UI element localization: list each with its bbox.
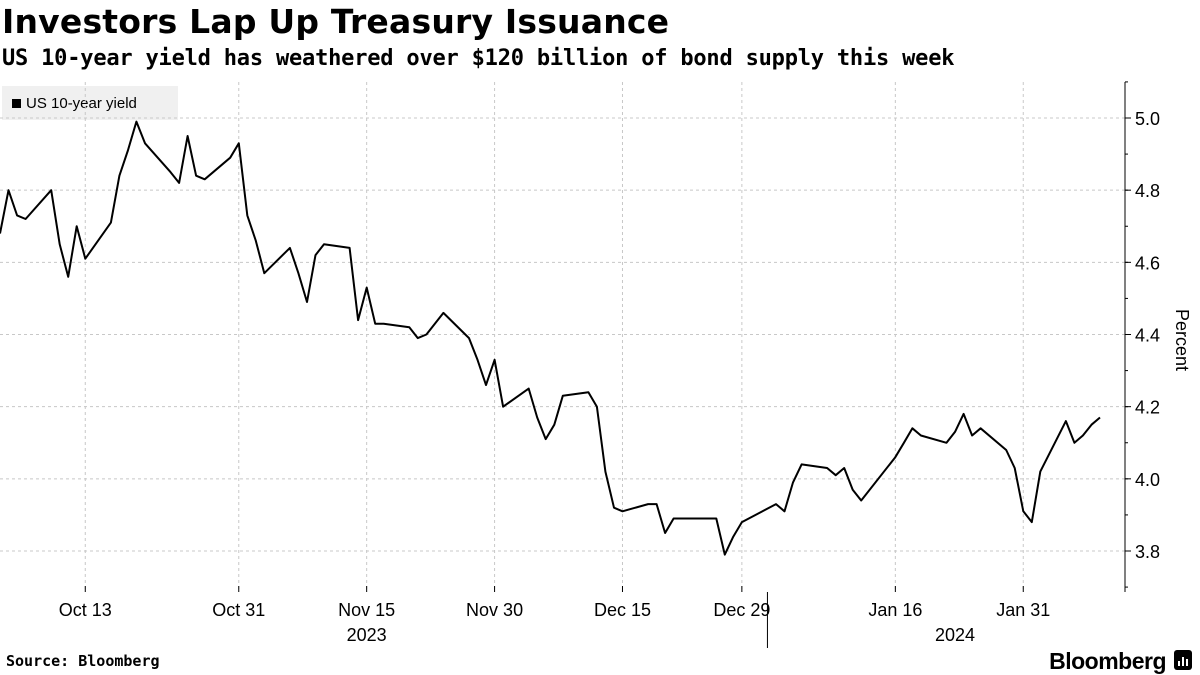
y-tick-label: 4.4 <box>1135 326 1160 346</box>
grid <box>0 82 1125 592</box>
y-tick-label: 4.2 <box>1135 398 1160 418</box>
x-tick-label: Oct 13 <box>59 600 112 620</box>
x-year-label: 2024 <box>935 625 975 645</box>
x-year-label: 2023 <box>347 625 387 645</box>
source-note: Source: Bloomberg <box>6 652 160 670</box>
legend: US 10-year yield <box>2 86 178 120</box>
x-tick-label: Nov 30 <box>466 600 523 620</box>
x-axis: Oct 13 Oct 31 Nov 15 Nov 30 Dec 15 Dec 29 Jan … <box>59 586 1050 648</box>
x-tick-label: Jan 31 <box>996 600 1050 620</box>
x-tick-label: Nov 15 <box>338 600 395 620</box>
y-tick-label: 4.0 <box>1135 470 1160 490</box>
y-axis-label: Percent <box>1172 309 1192 371</box>
legend-swatch <box>12 98 21 108</box>
y-tick-label: 5.0 <box>1135 109 1160 129</box>
series <box>0 120 1101 556</box>
y-tick-label: 4.8 <box>1135 181 1160 201</box>
bloomberg-terminal-icon <box>1174 650 1192 670</box>
y-tick-label: 4.6 <box>1135 253 1160 273</box>
x-tick-label: Oct 31 <box>212 600 265 620</box>
chart-title: Investors Lap Up Treasury Issuance <box>2 2 670 41</box>
brand-logo-text: Bloomberg <box>1049 648 1166 674</box>
y-tick-label: 3.8 <box>1135 542 1160 562</box>
x-tick-label: Jan 16 <box>868 600 922 620</box>
chart-subtitle: US 10-year yield has weathered over $120… <box>2 46 955 71</box>
x-tick-label: Dec 29 <box>713 600 770 620</box>
legend-label: US 10-year yield <box>26 94 137 112</box>
series-line-us-10-year-yield <box>0 120 1101 556</box>
x-tick-label: Dec 15 <box>594 600 651 620</box>
y-axis: 3.8 4.0 4.2 4.4 4.6 4.8 5.0 <box>1124 81 1160 592</box>
